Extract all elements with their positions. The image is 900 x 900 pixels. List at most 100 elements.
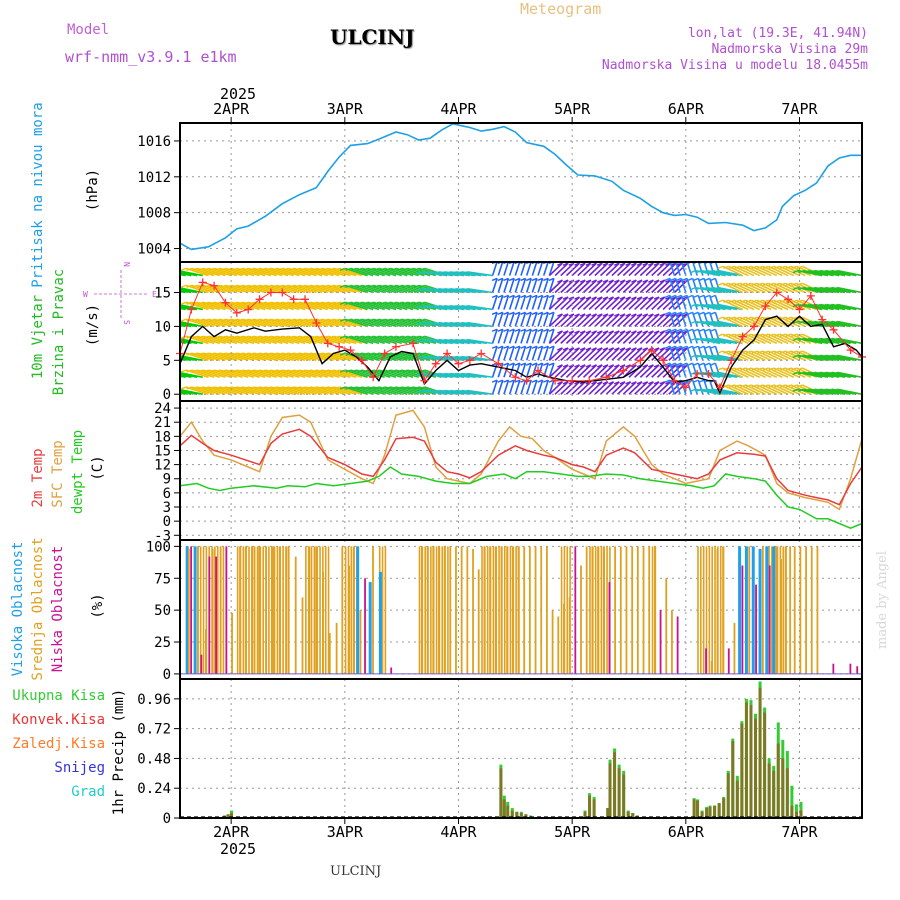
wind-barb-head [809,303,816,308]
wind-barb-head [712,388,719,392]
wind-barb-head [710,311,716,315]
wind-barb-head [385,267,391,272]
wind-barb-head [832,320,838,325]
wind-barb-head [317,284,323,289]
y-tick-label: 10 [154,319,171,335]
wind-barb [491,362,498,378]
wind-barb-head [203,301,209,305]
wind-barb-head [803,371,810,376]
wind-barb-head [740,265,746,270]
wind-barb-head [768,384,775,388]
wind-barb-head [608,262,614,266]
gust-marker [454,359,463,368]
watermark: made by Angel [875,551,890,649]
wind-barb-head [704,311,710,315]
wind-barb [571,296,586,311]
wind-barb-head [676,364,683,368]
wind-barb-head [226,369,232,373]
y-tick-label: 18 [154,429,171,445]
wind-barb [674,278,681,293]
wind-barb-head [260,335,266,339]
wind-barb-head [670,311,676,315]
wind-barb-head [728,299,735,303]
wind-barb-head [585,347,592,351]
y-tick-label: 0.48 [137,751,171,767]
wind-barb-head [574,313,580,317]
mid-cloud-bar [782,546,785,674]
wind-barb [651,381,666,395]
wind-barb-head [542,294,549,299]
wind-barb-head [723,265,729,270]
rain-conv-bar [700,811,704,818]
wind-barb [656,279,671,294]
wind-barb-head [659,262,665,266]
wind-barb-head [653,279,660,283]
wind-barb-head [186,386,192,390]
wind-barb [491,295,498,310]
wind-barb-head [648,330,654,334]
wind-barb-head [271,352,278,356]
wind-barb [531,345,538,361]
precip-legend-item: Zaledj.Kisa [12,736,105,752]
wind-barb-head [717,367,723,371]
wind-barb-head [695,303,702,308]
wind-barb-head [351,369,357,373]
wind-barb-head [690,286,696,291]
wind-barb-head [299,267,306,272]
wind-barb-head [659,347,665,351]
wind-barb-head [491,345,498,349]
mid-cloud-bar [242,546,245,674]
wind-barb-head [305,267,312,272]
wind-barb-head [260,318,266,322]
rain-conv-bar [613,752,617,818]
wind-barb-head [328,386,334,390]
wind-barb-head [288,386,295,390]
wind-barb-head [664,311,671,315]
wind-barb-head [537,362,543,366]
wind-barb-head [445,322,451,326]
wind-barb-head [322,284,329,289]
wind-barb [554,330,569,344]
wind-barb-head [665,296,671,300]
gust-marker [602,373,611,382]
wind-barb-head [653,381,660,385]
wind-barb [560,296,575,311]
wind-barb-head [591,381,597,385]
wind-barb-head [562,262,569,266]
wind-barb [491,262,498,276]
wind-barb [645,262,660,277]
wind-barb-head [282,335,289,339]
wind-barb-head [832,286,838,291]
mid-cloud-bar [793,546,796,674]
gust-marker [670,376,679,385]
wind-barb-head [762,350,769,354]
wind-barb-head [385,386,391,390]
wind-barb-head [648,296,654,300]
wind-barb [651,279,666,294]
gust-marker [232,308,241,317]
wind-barb-head [288,335,295,339]
rain-conv-bar [506,805,510,818]
mid-cloud-bar [733,622,736,674]
wind-barb [537,312,544,327]
mid-cloud-bar [258,546,261,674]
wind-barb [594,330,609,344]
wind-barb [548,262,563,277]
wind-barb-head [439,288,445,292]
wind-barb [560,313,575,327]
wind-barb-head [690,337,696,342]
wind-barb [548,329,555,344]
bottom-axis-ticks: 2APR 3APR 4APR 5APR 6APR 7APR [213,818,819,841]
mid-cloud-bar [594,546,597,674]
wind-barb-head [497,328,504,332]
wind-barb-head [373,318,380,322]
wind-barb-head [520,311,526,315]
wind-barb-head [826,270,833,274]
wind-barb-head [698,311,705,315]
gust-marker [301,295,310,304]
wind-barb-head [704,362,710,366]
wind-barb-head [491,328,498,332]
wind-barb-head [428,389,434,394]
wind-barb-head [379,301,386,305]
mid-cloud-bar [348,565,351,674]
